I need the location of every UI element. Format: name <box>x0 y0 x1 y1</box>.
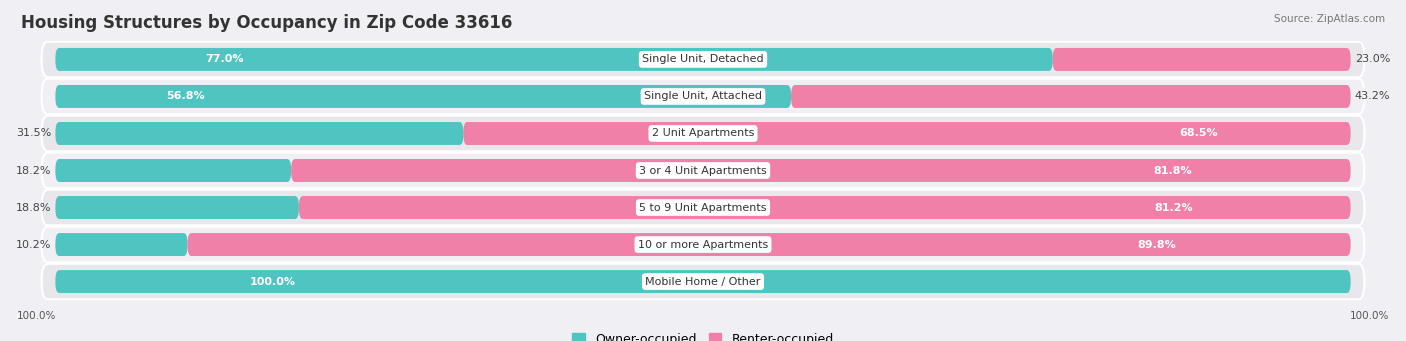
FancyBboxPatch shape <box>42 227 1364 262</box>
Text: Single Unit, Detached: Single Unit, Detached <box>643 55 763 64</box>
FancyBboxPatch shape <box>55 122 464 145</box>
Text: 5 to 9 Unit Apartments: 5 to 9 Unit Apartments <box>640 203 766 212</box>
FancyBboxPatch shape <box>792 85 1351 108</box>
Text: Mobile Home / Other: Mobile Home / Other <box>645 277 761 286</box>
FancyBboxPatch shape <box>464 122 1351 145</box>
Text: 89.8%: 89.8% <box>1137 239 1177 250</box>
Text: 10.2%: 10.2% <box>15 239 51 250</box>
FancyBboxPatch shape <box>187 233 1351 256</box>
Text: 43.2%: 43.2% <box>1355 91 1391 102</box>
FancyBboxPatch shape <box>1053 48 1351 71</box>
FancyBboxPatch shape <box>42 264 1364 299</box>
Text: 31.5%: 31.5% <box>15 129 51 138</box>
FancyBboxPatch shape <box>42 153 1364 188</box>
Legend: Owner-occupied, Renter-occupied: Owner-occupied, Renter-occupied <box>568 328 838 341</box>
FancyBboxPatch shape <box>55 159 291 182</box>
Text: 3 or 4 Unit Apartments: 3 or 4 Unit Apartments <box>640 165 766 176</box>
FancyBboxPatch shape <box>42 79 1364 114</box>
FancyBboxPatch shape <box>55 196 299 219</box>
FancyBboxPatch shape <box>55 48 1053 71</box>
Text: 81.2%: 81.2% <box>1154 203 1192 212</box>
Text: 56.8%: 56.8% <box>166 91 204 102</box>
Text: 68.5%: 68.5% <box>1178 129 1218 138</box>
Text: 100.0%: 100.0% <box>250 277 295 286</box>
FancyBboxPatch shape <box>55 233 187 256</box>
Text: 10 or more Apartments: 10 or more Apartments <box>638 239 768 250</box>
Text: 100.0%: 100.0% <box>1350 311 1389 321</box>
Text: Source: ZipAtlas.com: Source: ZipAtlas.com <box>1274 14 1385 24</box>
FancyBboxPatch shape <box>299 196 1351 219</box>
FancyBboxPatch shape <box>291 159 1351 182</box>
FancyBboxPatch shape <box>42 190 1364 225</box>
Text: 18.8%: 18.8% <box>15 203 51 212</box>
Text: Housing Structures by Occupancy in Zip Code 33616: Housing Structures by Occupancy in Zip C… <box>21 14 512 32</box>
Text: 2 Unit Apartments: 2 Unit Apartments <box>652 129 754 138</box>
FancyBboxPatch shape <box>55 270 1351 293</box>
Text: 100.0%: 100.0% <box>17 311 56 321</box>
FancyBboxPatch shape <box>42 116 1364 151</box>
FancyBboxPatch shape <box>42 42 1364 77</box>
Text: 23.0%: 23.0% <box>1355 55 1391 64</box>
Text: 81.8%: 81.8% <box>1153 165 1192 176</box>
Text: 18.2%: 18.2% <box>15 165 51 176</box>
Text: 77.0%: 77.0% <box>205 55 243 64</box>
Text: Single Unit, Attached: Single Unit, Attached <box>644 91 762 102</box>
FancyBboxPatch shape <box>55 85 792 108</box>
